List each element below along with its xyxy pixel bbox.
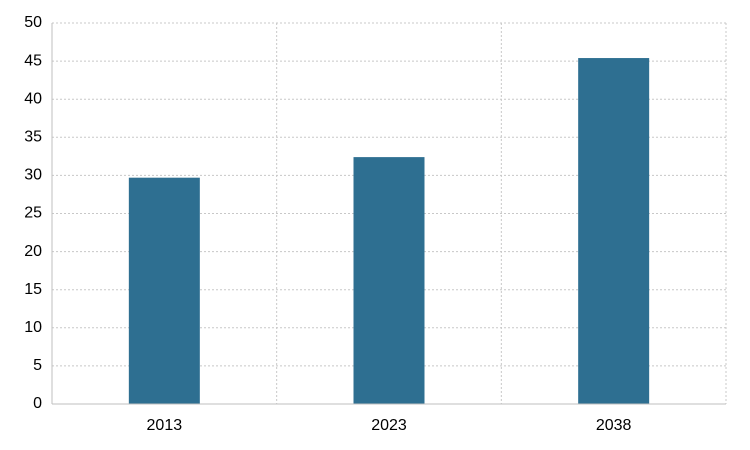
y-tick-label: 0 bbox=[33, 395, 42, 412]
y-tick-label: 50 bbox=[24, 14, 42, 31]
bar bbox=[353, 157, 425, 404]
x-tick-label: 2013 bbox=[147, 417, 183, 434]
bar bbox=[128, 177, 200, 404]
y-tick-label: 15 bbox=[24, 281, 42, 298]
y-tick-label: 35 bbox=[24, 129, 42, 146]
y-tick-label: 5 bbox=[33, 357, 42, 374]
y-tick-label: 20 bbox=[24, 243, 42, 260]
y-tick-label: 25 bbox=[24, 205, 42, 222]
y-tick-label: 10 bbox=[24, 319, 42, 336]
y-tick-label: 30 bbox=[24, 167, 42, 184]
x-tick-label: 2038 bbox=[596, 417, 632, 434]
y-tick-label: 40 bbox=[24, 90, 42, 107]
y-tick-label: 45 bbox=[24, 52, 42, 69]
x-tick-label: 2023 bbox=[371, 417, 407, 434]
bar bbox=[578, 58, 650, 404]
